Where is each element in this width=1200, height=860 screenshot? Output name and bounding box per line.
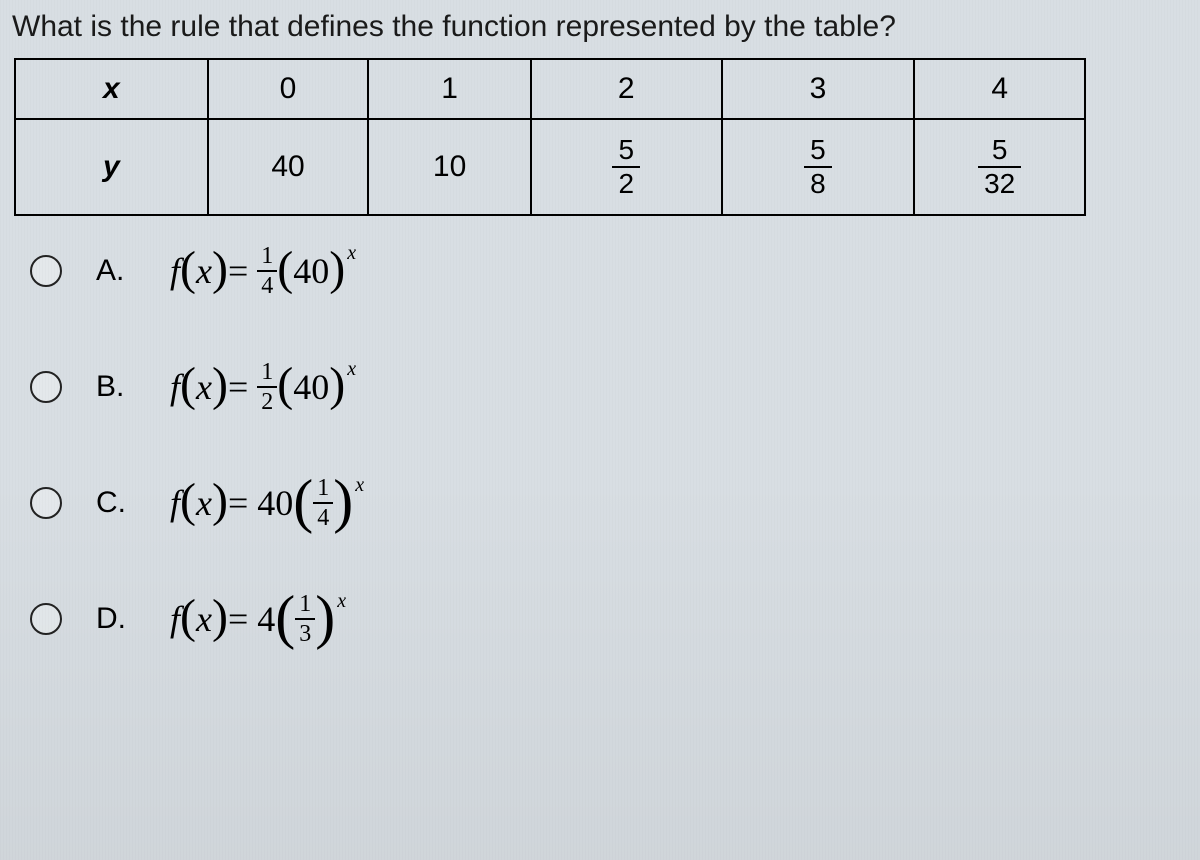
- table-cell: 5 32: [914, 119, 1085, 215]
- choice-label: D.: [96, 602, 136, 636]
- table-cell: 5 8: [722, 119, 915, 215]
- table-cell: 3: [722, 59, 915, 119]
- choice-a[interactable]: A. f(x)= 1 4 (40)x: [30, 244, 1200, 298]
- choice-label: C.: [96, 486, 136, 520]
- function-table: x 0 1 2 3 4 y 40 10 5 2 5 8: [14, 58, 1086, 216]
- radio-icon[interactable]: [30, 487, 62, 519]
- table-row: y 40 10 5 2 5 8 5 32: [15, 119, 1085, 215]
- choice-label: B.: [96, 370, 136, 404]
- choice-formula: f(x)= 4 ( 1 3 )x: [170, 592, 344, 646]
- radio-icon[interactable]: [30, 371, 62, 403]
- table-cell: 4: [914, 59, 1085, 119]
- radio-icon[interactable]: [30, 603, 62, 635]
- choice-label: A.: [96, 254, 136, 288]
- choice-formula: f(x)= 1 2 (40)x: [170, 360, 354, 414]
- question-text: What is the rule that defines the functi…: [0, 0, 1200, 58]
- table-cell: 5 2: [531, 119, 722, 215]
- choice-formula: f(x)= 1 4 (40)x: [170, 244, 354, 298]
- question-page: What is the rule that defines the functi…: [0, 0, 1200, 860]
- choice-c[interactable]: C. f(x)= 40 ( 1 4 )x: [30, 476, 1200, 530]
- table-cell: 2: [531, 59, 722, 119]
- choice-formula: f(x)= 40 ( 1 4 )x: [170, 476, 362, 530]
- radio-icon[interactable]: [30, 255, 62, 287]
- table-row: x 0 1 2 3 4: [15, 59, 1085, 119]
- table-cell: 1: [368, 59, 531, 119]
- table-header-x: x: [15, 59, 208, 119]
- answer-choices: A. f(x)= 1 4 (40)x B. f(x)= 1 2 (40)x: [0, 244, 1200, 646]
- choice-b[interactable]: B. f(x)= 1 2 (40)x: [30, 360, 1200, 414]
- choice-d[interactable]: D. f(x)= 4 ( 1 3 )x: [30, 592, 1200, 646]
- table-cell: 0: [208, 59, 369, 119]
- table-header-y: y: [15, 119, 208, 215]
- table-cell: 10: [368, 119, 531, 215]
- table-cell: 40: [208, 119, 369, 215]
